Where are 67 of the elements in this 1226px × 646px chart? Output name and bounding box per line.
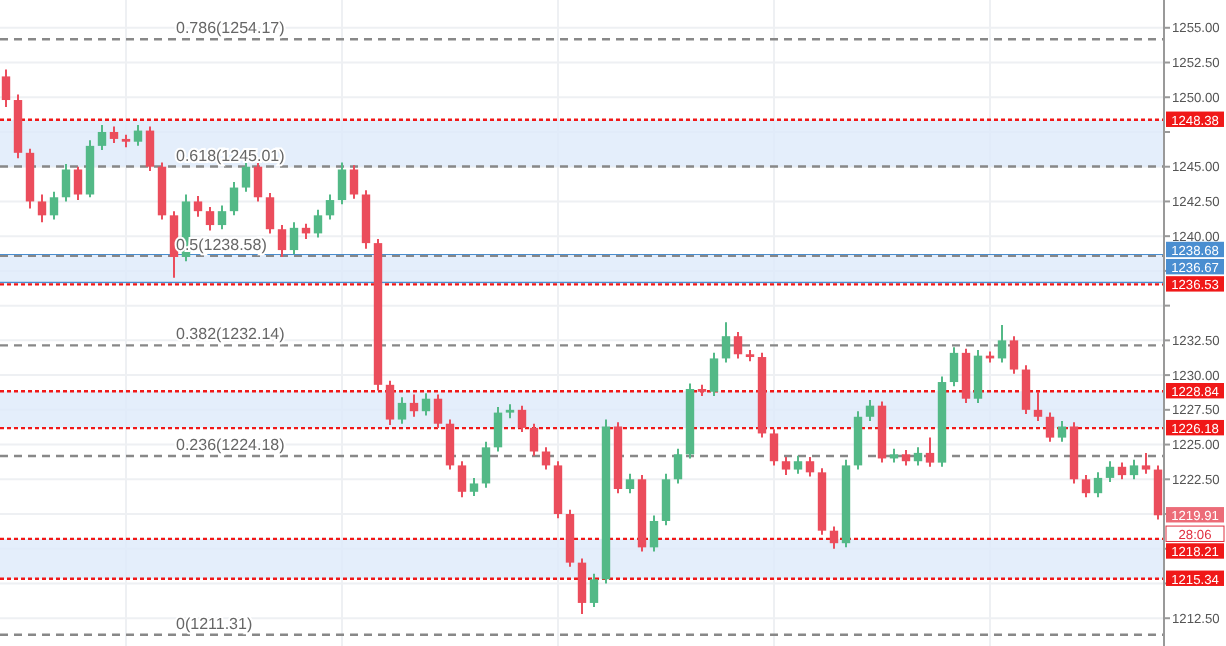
candlestick <box>49 190 59 221</box>
candlestick <box>481 440 491 489</box>
candlestick <box>97 124 107 152</box>
candlestick <box>721 321 731 364</box>
candlestick <box>1009 335 1019 375</box>
candlestick <box>961 347 971 404</box>
candlestick <box>1129 458 1139 481</box>
candlestick <box>145 125 155 172</box>
candlestick <box>625 472 635 495</box>
ref-line-label: 0.382(1232.14) <box>176 325 286 344</box>
candlestick <box>457 460 467 499</box>
candlestick <box>1081 474 1091 499</box>
candlestick <box>829 525 839 550</box>
candlestick <box>649 514 659 553</box>
candlestick <box>1 68 11 108</box>
ref-line-label: 0.786(1254.17) <box>176 19 286 38</box>
candlestick <box>277 224 287 259</box>
candlestick <box>997 324 1007 364</box>
candlestick <box>61 162 71 203</box>
candlestick <box>193 194 203 218</box>
candlestick <box>673 447 683 485</box>
candlestick <box>577 557 587 616</box>
candlestick <box>1045 411 1055 443</box>
candlestick <box>865 399 875 422</box>
candlestick <box>1141 451 1151 475</box>
candlestick <box>289 221 299 256</box>
candlestick <box>265 192 275 235</box>
candlestick <box>769 428 779 467</box>
ref-line-label: 0(1211.31) <box>176 614 253 633</box>
ref-line-label: 0.236(1224.18) <box>176 435 286 454</box>
candlestick <box>1033 390 1043 422</box>
candlestick <box>349 164 359 200</box>
candlestick <box>589 572 599 609</box>
candlestick <box>1021 364 1031 415</box>
candlestick <box>421 392 431 417</box>
candlestick <box>949 346 959 388</box>
candlestick <box>913 446 923 467</box>
candlestick <box>733 331 743 360</box>
candlestick <box>37 193 47 224</box>
candlestick <box>217 204 227 231</box>
candlestick <box>1057 419 1067 443</box>
ref-line-label: 0.618(1245.01) <box>176 146 286 165</box>
candlestick <box>397 396 407 425</box>
candlestick <box>433 393 443 429</box>
candlestick <box>709 351 719 397</box>
candlestick <box>229 180 239 217</box>
candlestick <box>661 472 671 527</box>
candlestick <box>1093 471 1103 499</box>
candlestick <box>493 406 503 453</box>
candlestick <box>409 393 419 418</box>
candlestick <box>445 418 455 471</box>
candlestick <box>517 404 527 434</box>
candlestick <box>973 349 983 404</box>
candlestick <box>805 456 815 478</box>
candlestick <box>529 422 539 457</box>
candlestick <box>133 124 143 147</box>
candlestick <box>793 454 803 475</box>
candlestick <box>73 165 83 202</box>
candlestick <box>1105 460 1115 484</box>
candlestick <box>385 379 395 427</box>
candlestick <box>325 193 335 221</box>
candlestick <box>337 161 347 206</box>
candlestick <box>925 436 935 468</box>
candlestick <box>205 206 215 232</box>
candlestick <box>469 476 479 497</box>
candlestick <box>313 208 323 239</box>
candlestick <box>781 456 791 477</box>
